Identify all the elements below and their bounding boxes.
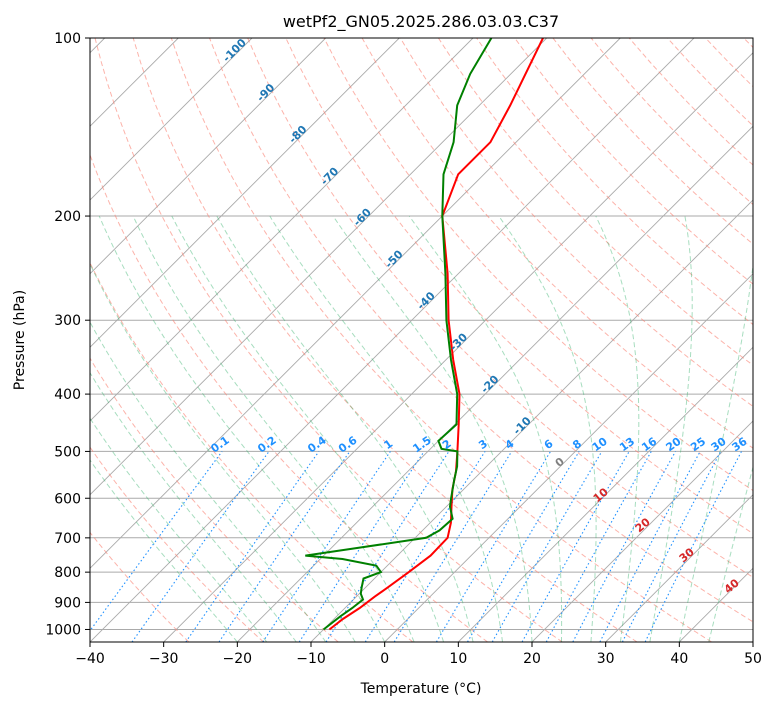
moist-adiabat bbox=[498, 215, 597, 642]
moist-adiabat bbox=[90, 459, 238, 642]
dry-adiabat bbox=[132, 38, 638, 642]
y-axis-label: Pressure (hPa) bbox=[12, 290, 28, 390]
dry-adiabat bbox=[514, 38, 753, 285]
mixing-ratio-line bbox=[262, 451, 391, 642]
mixing-ratio-line bbox=[325, 451, 450, 642]
isotherm-line bbox=[90, 38, 621, 569]
isotherm-line bbox=[90, 38, 548, 496]
dry-adiabat bbox=[90, 357, 339, 642]
dry-adiabat bbox=[90, 446, 264, 642]
y-tick-label: 100 bbox=[54, 31, 81, 47]
x-axis-label: Temperature (°C) bbox=[360, 681, 482, 697]
isotherm-line bbox=[457, 346, 753, 642]
mixing-ratio-line bbox=[131, 451, 270, 642]
isotherm-line bbox=[90, 38, 400, 348]
moist-adiabat bbox=[595, 215, 640, 642]
x-tick-label: 50 bbox=[744, 651, 762, 667]
x-tick-label: 30 bbox=[597, 651, 615, 667]
mixing-ratio-line bbox=[644, 451, 742, 642]
isotherm-line bbox=[163, 52, 753, 642]
y-tick-label: 200 bbox=[54, 209, 81, 225]
dry-adiabat bbox=[437, 38, 753, 366]
x-tick-label: 20 bbox=[523, 651, 541, 667]
moist-adiabat bbox=[678, 261, 753, 642]
mixing-ratio-line bbox=[298, 451, 425, 642]
axes: −40 −30 −20 −10 0 10 20 30 40 50 100 200 300 400 500 60… bbox=[45, 31, 762, 667]
moist-adiabat bbox=[708, 465, 753, 642]
dewpoint-line bbox=[305, 38, 493, 631]
isotherm-line bbox=[90, 38, 253, 201]
plot-background bbox=[90, 38, 753, 642]
isotherm-line bbox=[384, 273, 753, 642]
mixing-ratio-line bbox=[218, 451, 351, 642]
dry-adiabat bbox=[247, 38, 753, 578]
mixing-ratio-line bbox=[90, 451, 223, 632]
dry-adiabat bbox=[399, 38, 753, 408]
dry-adiabat bbox=[90, 153, 488, 642]
isotherm-line bbox=[752, 641, 753, 642]
moist-adiabat bbox=[408, 215, 563, 642]
dry-adiabat bbox=[90, 531, 190, 642]
y-tick-label: 700 bbox=[54, 531, 81, 547]
moist-adiabat bbox=[90, 262, 356, 642]
isotherm-line bbox=[90, 38, 695, 642]
y-tick-label: 500 bbox=[54, 444, 81, 460]
mixing-ratio-line bbox=[393, 451, 513, 642]
x-tick-label: 0 bbox=[380, 651, 389, 667]
mixing-ratio-line bbox=[521, 451, 630, 642]
dry-adiabat bbox=[209, 38, 753, 623]
y-tick-label: 400 bbox=[54, 387, 81, 403]
moist-adiabat bbox=[171, 215, 445, 642]
x-tick-label: −40 bbox=[75, 651, 105, 667]
x-tick-label: −30 bbox=[149, 651, 179, 667]
isotherm-line bbox=[531, 420, 753, 642]
sounding-lines bbox=[305, 38, 544, 631]
moist-adiabat bbox=[90, 417, 268, 642]
y-tick-label: 300 bbox=[54, 313, 81, 329]
moist-adiabat bbox=[269, 215, 503, 642]
isotherm-line bbox=[236, 125, 753, 642]
x-tick-label: 40 bbox=[670, 651, 688, 667]
plot-frame bbox=[89, 37, 754, 643]
x-tick-label: 10 bbox=[449, 651, 467, 667]
moist-adiabat bbox=[132, 215, 415, 642]
background-lines bbox=[90, 38, 753, 642]
y-tick-label: 600 bbox=[54, 491, 81, 507]
y-tick-label: 900 bbox=[54, 595, 81, 611]
mixing-ratio-line bbox=[572, 451, 676, 642]
y-tick-label: 800 bbox=[54, 565, 81, 581]
dry-adiabat bbox=[170, 38, 712, 642]
dry-adiabat bbox=[323, 38, 753, 492]
isotherm-line bbox=[90, 38, 327, 275]
moist-adiabat bbox=[649, 215, 693, 642]
mixing-ratio-line bbox=[621, 451, 722, 642]
x-tick-label: −20 bbox=[223, 651, 253, 667]
isotherm-line bbox=[605, 494, 753, 642]
x-tick-label: −10 bbox=[296, 651, 326, 667]
dry-adiabat bbox=[94, 38, 563, 642]
moist-adiabat bbox=[90, 371, 297, 642]
chart-title: wetPf2_GN05.2025.286.03.03.C37 bbox=[283, 12, 559, 32]
mixing-ratio-line bbox=[185, 451, 320, 642]
mixing-ratio-line bbox=[545, 451, 652, 642]
isotherm-line bbox=[90, 38, 474, 422]
y-tick-label: 1000 bbox=[45, 622, 81, 638]
moist-adiabat bbox=[90, 321, 327, 642]
